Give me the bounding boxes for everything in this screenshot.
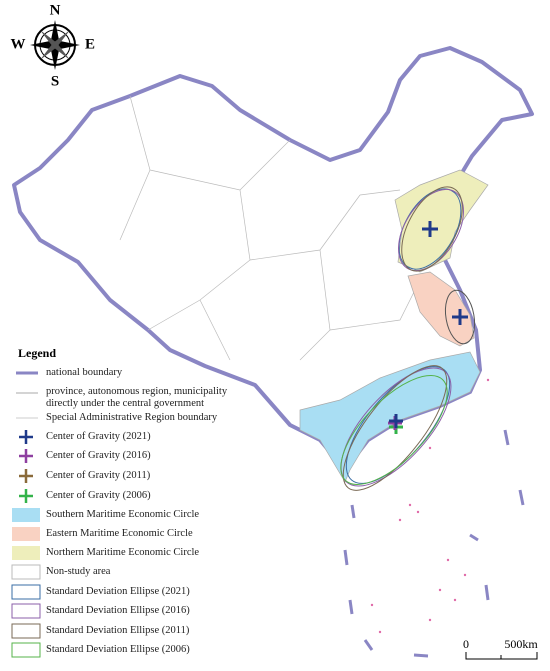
legend-item: Standard Deviation Ellipse (2011) xyxy=(46,625,190,636)
compass-e: E xyxy=(85,36,95,52)
center-south-2021 xyxy=(389,414,403,428)
compass-w: W xyxy=(11,36,26,52)
eastern-region xyxy=(407,271,475,347)
legend-item: Center of Gravity (2011) xyxy=(46,470,151,481)
ellipse-2011 xyxy=(401,186,463,272)
legend-item: Southern Maritime Economic Circle xyxy=(46,509,200,520)
scale-bar: 0 500km xyxy=(463,637,538,660)
compass-n: N xyxy=(50,2,61,18)
scale-start: 0 xyxy=(463,637,469,651)
province-lines xyxy=(119,95,421,361)
legend-item: national boundary xyxy=(46,367,123,378)
legend-item: Center of Gravity (2021) xyxy=(46,431,151,442)
center-east xyxy=(452,309,468,325)
legend-item: Non-study area xyxy=(46,566,111,577)
legend-item: Northern Maritime Economic Circle xyxy=(46,547,200,558)
legend-item: Center of Gravity (2006) xyxy=(46,490,151,501)
nine-dash xyxy=(343,429,525,658)
legend-item: Center of Gravity (2016) xyxy=(46,450,151,461)
ellipse-2016 xyxy=(398,188,464,272)
scale-end: 500km xyxy=(504,637,538,651)
center-north xyxy=(422,221,438,237)
legend-item: Standard Deviation Ellipse (2006) xyxy=(46,644,190,655)
legend-symbols xyxy=(11,371,41,658)
ellipse-east xyxy=(444,289,476,345)
legend-title: Legend xyxy=(18,346,57,360)
compass-s: S xyxy=(51,73,59,89)
compass: N S W E xyxy=(11,2,96,89)
legend-item: Standard Deviation Ellipse (2021) xyxy=(46,586,190,597)
ellipse-south-2011 xyxy=(342,365,448,491)
legend-item: Special Administrative Region boundary xyxy=(46,412,218,423)
legend-item: Standard Deviation Ellipse (2016) xyxy=(46,605,190,616)
islands xyxy=(370,378,490,634)
legend-item: Eastern Maritime Economic Circle xyxy=(46,528,193,539)
ellipse-south-2006 xyxy=(340,375,448,485)
legend-item: province, autonomous region, municipalit… xyxy=(46,386,228,409)
